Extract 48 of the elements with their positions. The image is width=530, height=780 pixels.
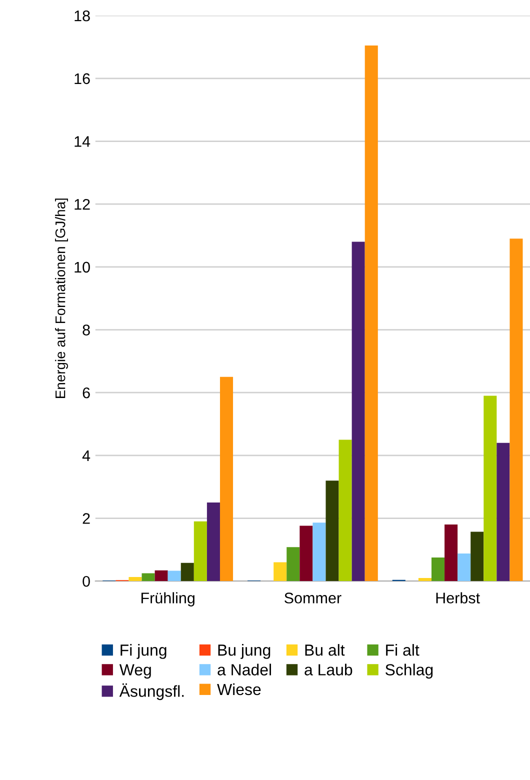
bar [326, 480, 339, 582]
x-tick-label: Herbst [436, 592, 480, 604]
y-tick-label: 14 [74, 136, 90, 147]
legend-label: Schlag [386, 664, 433, 679]
bar [206, 502, 220, 582]
bar [300, 526, 313, 582]
y-tick-label: 12 [74, 198, 90, 210]
bar [470, 532, 484, 582]
bar [286, 547, 300, 582]
legend-label: Fi alt [386, 644, 420, 656]
bar [418, 578, 432, 582]
bar [128, 577, 142, 582]
legend-label: Wiese [217, 683, 261, 696]
bar [154, 570, 168, 582]
legend-label: Bu alt [305, 644, 345, 656]
bar [510, 238, 523, 582]
legend-label: Bu jung [218, 644, 270, 659]
x-tick-label: Frühling [141, 592, 194, 606]
y-tick-label: 16 [74, 73, 90, 84]
x-tick-label: Sommer [284, 592, 342, 604]
bar [338, 440, 352, 582]
legend-label: a Nadel [218, 664, 271, 676]
bar [142, 573, 155, 582]
bar [168, 570, 181, 582]
legend-label: a Laub [304, 664, 352, 676]
y-tick-label: 0 [82, 576, 90, 587]
y-tick-label: 8 [82, 324, 90, 336]
bar [352, 242, 365, 582]
y-tick-label: 10 [74, 262, 90, 273]
bar [458, 553, 471, 582]
legend-label: Äsungsfl. [119, 683, 184, 700]
bar [496, 442, 510, 582]
y-tick-label: 18 [74, 10, 90, 22]
bar [364, 45, 378, 582]
bar [274, 562, 287, 582]
bar [194, 521, 207, 582]
legend-label: Fi jung [120, 644, 166, 659]
y-tick-label: 4 [82, 450, 90, 461]
bar [484, 396, 497, 582]
y-axis-title: Energie auf Formationen [GJ/ha] [55, 198, 68, 398]
bar [220, 376, 234, 582]
bar [431, 558, 445, 582]
y-tick-label: 2 [82, 513, 90, 524]
bar [312, 522, 326, 582]
bar [180, 562, 194, 582]
legend-label: Weg [119, 664, 151, 679]
y-tick-label: 6 [82, 387, 90, 398]
bar [444, 524, 458, 582]
